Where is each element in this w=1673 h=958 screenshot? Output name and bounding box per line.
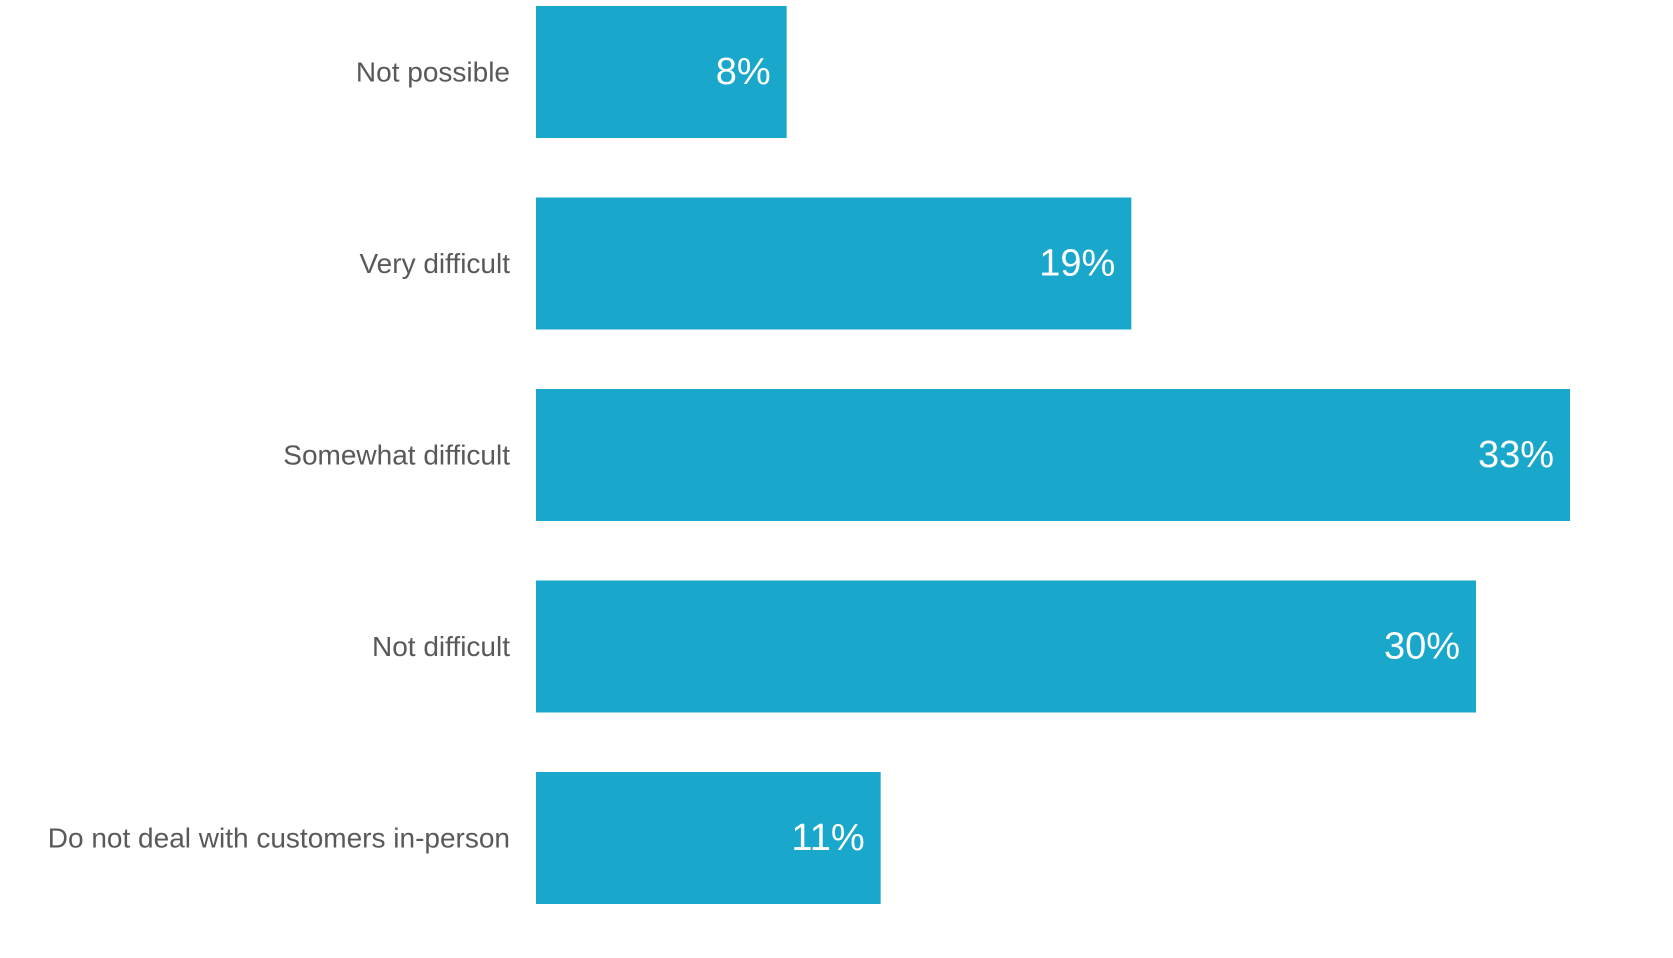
bar-somewhat-difficult bbox=[536, 389, 1570, 521]
bar-not-difficult bbox=[536, 580, 1476, 713]
data-label-somewhat-difficult: 33% bbox=[1478, 434, 1554, 476]
category-label-not-difficult: Not difficult bbox=[372, 631, 510, 662]
data-label-not-difficult: 30% bbox=[1384, 626, 1460, 668]
bar-do-not-deal-with-customers-in-person bbox=[536, 772, 881, 904]
category-label-not-possible: Not possible bbox=[356, 57, 510, 88]
data-label-very-difficult: 19% bbox=[1039, 243, 1115, 285]
category-label-do-not-deal-with-customers-in-person: Do not deal with customers in-person bbox=[48, 823, 510, 854]
bar-very-difficult bbox=[536, 197, 1132, 330]
category-labels: Not possible Very difficult Somewhat diffi… bbox=[48, 57, 510, 854]
category-label-very-difficult: Very difficult bbox=[360, 248, 511, 279]
bars: 8% 19% 33% 30% 11% bbox=[536, 6, 1570, 904]
data-label-do-not-deal-with-customers-in-person: 11% bbox=[791, 817, 864, 859]
category-label-somewhat-difficult: Somewhat difficult bbox=[283, 440, 510, 471]
bar-not-possible bbox=[536, 6, 787, 138]
data-label-not-possible: 8% bbox=[716, 51, 771, 93]
